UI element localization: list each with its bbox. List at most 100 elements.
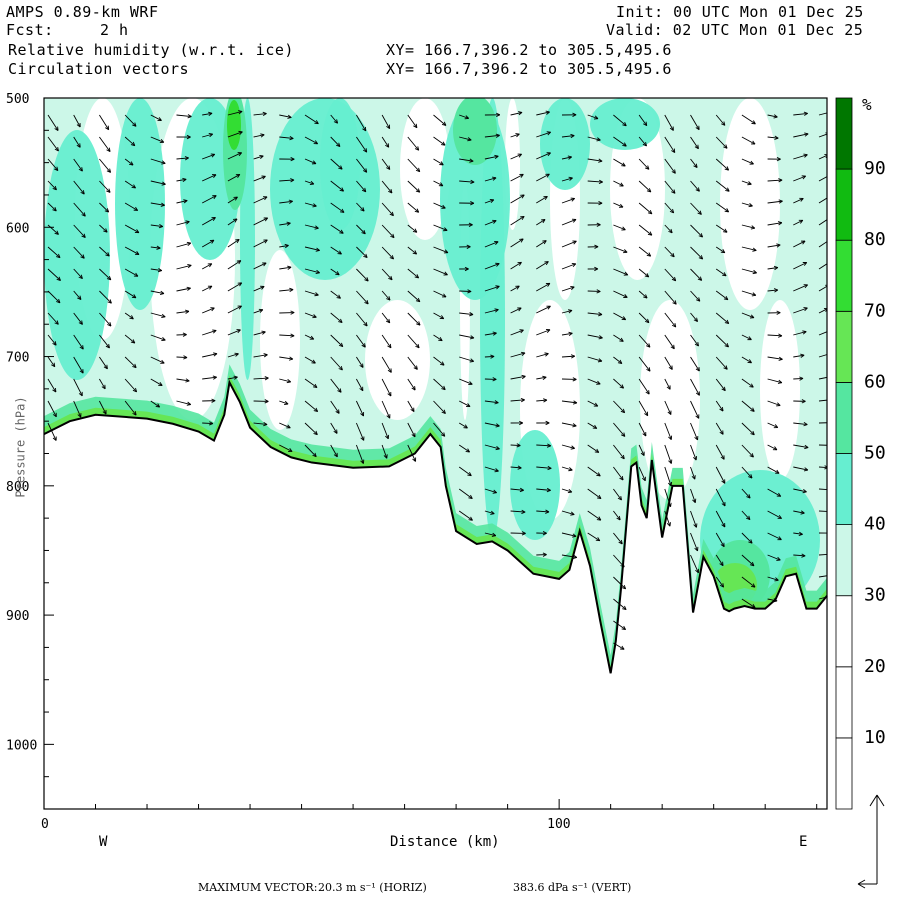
colorbar-segment: [835, 453, 853, 525]
wind-vector-head: [160, 139, 165, 143]
wind-vector: [638, 334, 651, 348]
wind-vector: [767, 400, 781, 406]
wind-vector-head: [444, 271, 448, 276]
wind-vector-head: [211, 307, 215, 312]
wind-vector-head: [52, 209, 57, 212]
wind-vector: [561, 286, 575, 292]
wind-vector-head: [469, 158, 474, 162]
wind-vector: [741, 312, 755, 319]
wind-vector-head: [52, 389, 57, 393]
wind-vector: [767, 179, 783, 182]
wind-vector-head: [260, 133, 265, 136]
wind-vector-head: [748, 515, 751, 520]
wind-vector: [73, 136, 81, 148]
wind-vector: [536, 261, 549, 270]
wind-vector: [99, 356, 108, 370]
wind-vector-head: [416, 323, 421, 326]
wind-vector: [741, 488, 751, 499]
wind-vector-head: [830, 195, 832, 198]
wind-vector-head: [160, 290, 165, 294]
wind-vector-head: [185, 157, 189, 161]
wind-vector: [741, 554, 755, 567]
wind-vector: [330, 290, 341, 299]
wind-vector: [664, 290, 677, 305]
wind-vector: [279, 222, 291, 226]
wind-vector-head: [621, 628, 626, 631]
wind-vector-head: [697, 212, 702, 215]
wind-vector-head: [696, 317, 698, 322]
wind-vector-head: [691, 476, 696, 480]
wind-vector-head: [828, 238, 832, 239]
wind-vector-head: [263, 424, 268, 427]
wind-vector-head: [106, 208, 110, 213]
wind-vector-head: [720, 251, 725, 254]
wind-vector: [202, 307, 215, 314]
wind-vector: [433, 400, 446, 414]
wind-vector-head: [492, 378, 497, 382]
wind-vector-head: [212, 330, 217, 334]
wind-vector-head: [341, 187, 345, 192]
wind-vector-head: [774, 446, 778, 451]
wind-vector-head: [415, 345, 420, 349]
wind-vector-head: [464, 268, 469, 272]
wind-vector-head: [287, 266, 292, 270]
wind-vector-head: [518, 111, 523, 113]
wind-vector-head: [518, 112, 523, 116]
wind-vector: [690, 268, 702, 281]
wind-vector: [279, 334, 295, 337]
wind-vector-head: [598, 358, 603, 362]
wind-vector-head: [546, 329, 551, 333]
wind-vector: [47, 136, 59, 152]
wind-vector-head: [314, 227, 319, 230]
wind-vector-head: [724, 210, 729, 213]
wind-vector-head: [187, 242, 192, 247]
wind-vector: [47, 246, 61, 259]
wind-vector-head: [58, 253, 61, 258]
wind-vector-head: [830, 399, 833, 401]
wind-vector-head: [466, 246, 471, 249]
wind-vector: [330, 312, 343, 323]
wind-vector: [458, 444, 470, 453]
wind-vector: [536, 488, 551, 491]
wind-vector-head: [800, 512, 805, 515]
wind-vector: [587, 312, 603, 315]
wind-vector-head: [542, 376, 547, 380]
wind-vector: [356, 334, 366, 348]
wind-vector-head: [620, 410, 625, 414]
wind-vector-head: [314, 140, 319, 145]
wind-vector-head: [102, 411, 107, 415]
wind-vector: [458, 488, 473, 499]
wind-vector-head: [597, 537, 601, 541]
wind-vector-head: [694, 146, 699, 150]
wind-vector-head: [521, 509, 526, 513]
wind-vector: [767, 200, 783, 204]
wind-vector-head: [161, 160, 166, 164]
wind-vector-head: [264, 217, 269, 222]
wind-vector-head: [568, 489, 573, 493]
wind-vector: [561, 400, 577, 404]
wind-vector: [510, 285, 520, 292]
wind-vector: [793, 197, 804, 204]
wind-vector-head: [596, 291, 601, 294]
wind-vector-head: [647, 318, 650, 323]
wind-vector: [536, 152, 551, 160]
wind-vector: [73, 268, 83, 279]
wind-vector-head: [155, 406, 160, 408]
wind-vector-head: [695, 127, 700, 131]
wind-vector: [124, 378, 137, 393]
wind-vector-head: [79, 346, 84, 350]
wind-vector-head: [800, 510, 805, 514]
wind-vector: [150, 312, 166, 318]
wind-vector-head: [54, 207, 57, 212]
wind-vector-head: [366, 277, 369, 282]
wind-vector: [690, 334, 699, 347]
wind-vector-head: [103, 366, 108, 370]
wind-vector: [124, 114, 137, 127]
wind-vector-head: [649, 231, 653, 236]
wind-vector-head: [134, 363, 137, 368]
wind-vector: [536, 173, 550, 182]
wind-vector-head: [56, 166, 59, 171]
wind-vector-head: [131, 186, 136, 189]
wind-vector: [561, 332, 573, 336]
wind-vector: [47, 224, 59, 235]
